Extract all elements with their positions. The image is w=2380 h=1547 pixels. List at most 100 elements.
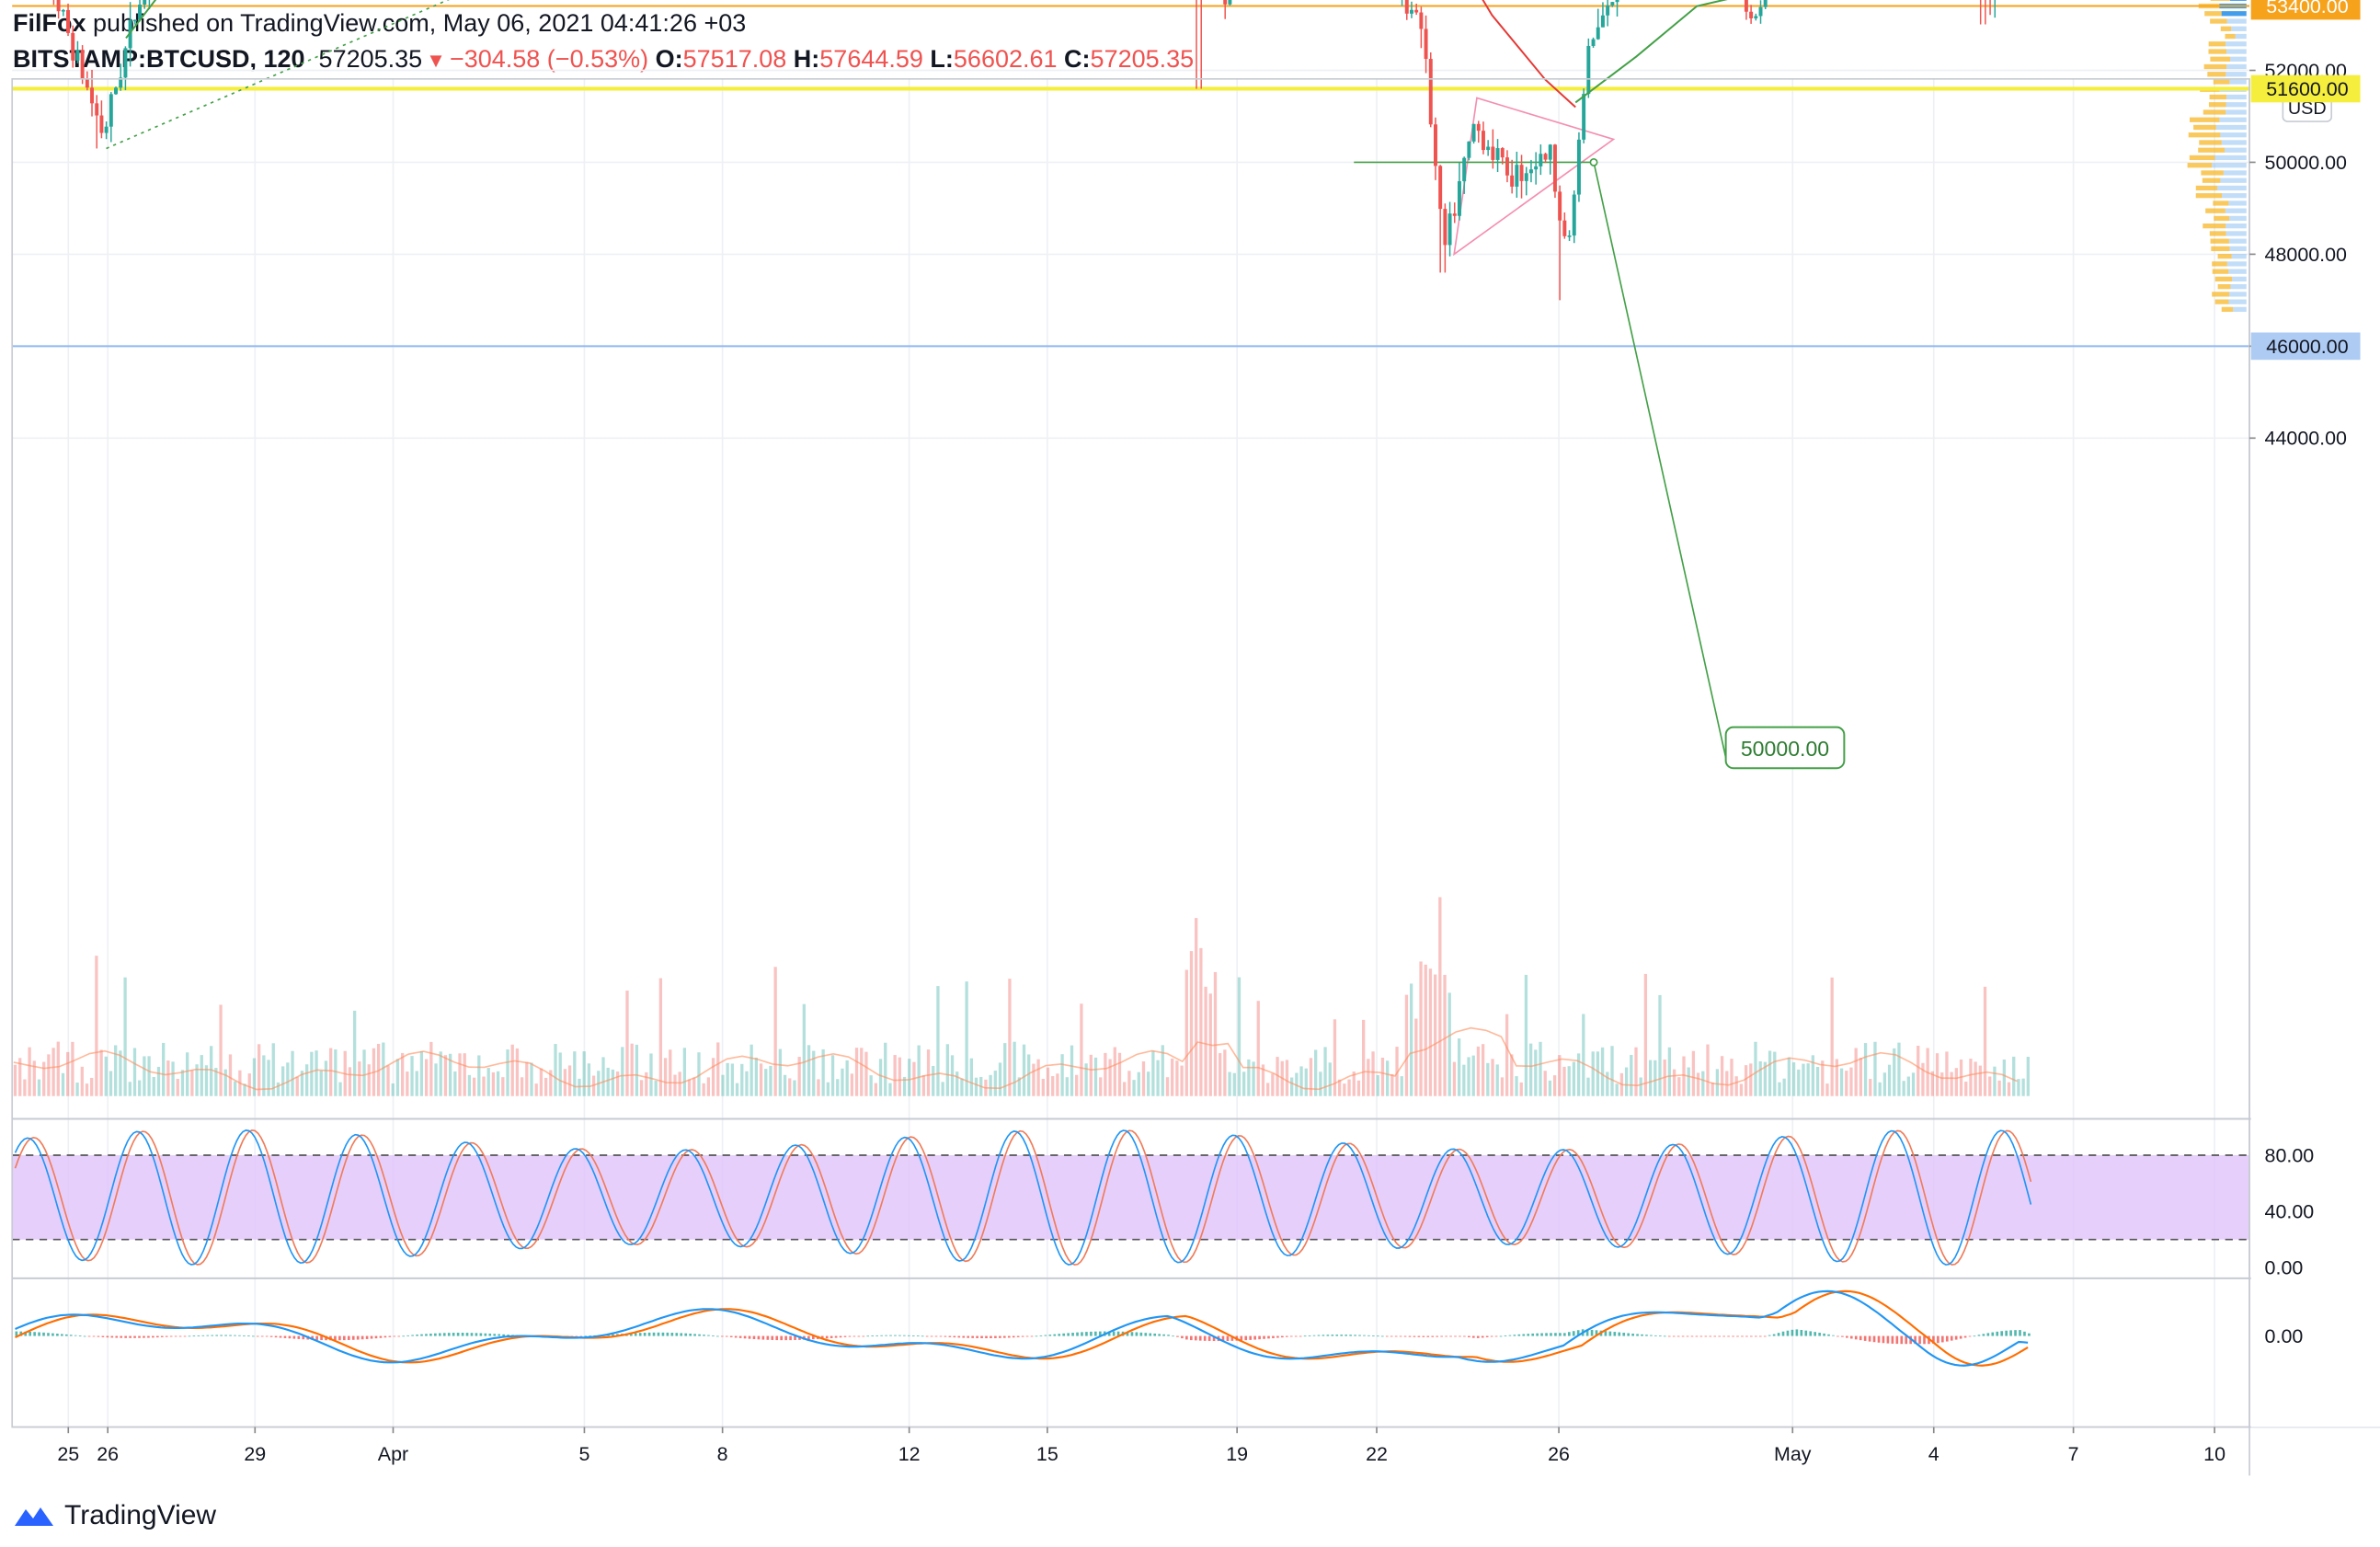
volume-bar <box>573 1051 577 1096</box>
macd-histogram-bar <box>657 1332 660 1336</box>
volume-profile-buy <box>2231 254 2247 259</box>
volume-bar <box>687 1079 692 1096</box>
macd-histogram-bar <box>985 1335 988 1339</box>
volume-bar <box>1319 1071 1322 1096</box>
candle-body <box>66 9 71 33</box>
candle-body <box>1591 39 1596 46</box>
publisher-name[interactable]: FilFox <box>13 9 86 37</box>
macd-histogram-bar <box>1431 1335 1435 1337</box>
volume-bar <box>1921 1062 1925 1096</box>
macd-histogram-bar <box>612 1334 614 1336</box>
macd-histogram-bar <box>1476 1335 1480 1338</box>
volume-bar <box>13 1064 17 1096</box>
volume-bar <box>530 1062 533 1096</box>
volume-bar <box>678 1071 681 1096</box>
volume-bar <box>1567 1066 1571 1096</box>
volume-bar <box>1643 973 1648 1096</box>
volume-bar <box>1677 1077 1681 1096</box>
volume-bar <box>654 1080 658 1096</box>
macd-histogram-bar <box>953 1335 956 1338</box>
candle-body <box>132 19 137 22</box>
macd-histogram-bar <box>1745 1335 1748 1337</box>
volume-bar <box>908 1059 911 1096</box>
tradingview-brand[interactable]: TradingView <box>13 1497 216 1534</box>
macd-histogram-bar <box>2019 1330 2021 1336</box>
macd-histogram-bar <box>1289 1335 1293 1337</box>
volume-bar <box>1524 974 1528 1096</box>
volume-bar <box>1983 986 1987 1096</box>
macd-histogram-bar <box>1303 1335 1307 1337</box>
macd-histogram-bar <box>1781 1331 1785 1336</box>
macd-histogram-bar <box>447 1333 451 1336</box>
symbol-label[interactable]: BITSTAMP:BTCUSD, 120 <box>13 45 305 73</box>
price-axis[interactable]: 66000.0064000.0062000.0060000.0058000.00… <box>2249 0 2380 1427</box>
macd-histogram-bar <box>962 1335 966 1338</box>
volume-profile-buy <box>2219 117 2247 122</box>
macd-histogram-bar <box>794 1335 796 1341</box>
volume-bar <box>171 1061 175 1096</box>
ma-green-line <box>1574 0 1728 104</box>
volume-bar <box>1543 1071 1547 1096</box>
macd-histogram-bar <box>2009 1330 2012 1336</box>
price-label-bg-53400.00[interactable] <box>2250 0 2361 20</box>
volume-bar <box>1754 1041 1757 1096</box>
macd-histogram-bar <box>1849 1335 1853 1339</box>
volume-bar <box>391 1083 395 1096</box>
price-label-bg-46000.00[interactable] <box>2250 332 2361 361</box>
volume-bar <box>2007 1082 2011 1096</box>
volume-profile-buy <box>2212 163 2247 168</box>
macd-histogram-bar <box>1559 1333 1562 1336</box>
macd-histogram-bar <box>1540 1333 1543 1336</box>
time-axis[interactable]: 25 26 29 Apr 5 8 12 15 19 22 26 May 4 7 10 <box>57 1427 2226 1465</box>
volume-bar <box>1758 1060 1762 1096</box>
macd-histogram-bar <box>115 1335 119 1338</box>
volume-bar <box>228 1054 233 1096</box>
volume-bar <box>1371 1051 1375 1096</box>
volume-bar <box>1528 1043 1533 1096</box>
volume-bar <box>37 1079 41 1096</box>
macd-histogram-bar <box>24 1331 28 1336</box>
macd-histogram-bar <box>707 1335 710 1336</box>
price-label-bg-51600.00[interactable] <box>2250 74 2361 103</box>
macd-histogram-bar <box>2005 1330 2008 1336</box>
macd-histogram-bar <box>1002 1335 1006 1338</box>
volume-bar <box>358 1061 361 1096</box>
volume-bar <box>1022 1044 1026 1096</box>
macd-histogram-bar <box>64 1334 68 1336</box>
macd-histogram-bar <box>265 1335 269 1337</box>
time-tick-label: 25 <box>57 1443 79 1465</box>
macd-histogram-bar <box>475 1333 478 1336</box>
volume-profile-buy <box>2223 170 2247 176</box>
macd-histogram-bar <box>1914 1335 1917 1345</box>
macd-histogram-bar <box>452 1333 455 1336</box>
macd-histogram-bar <box>279 1335 282 1338</box>
volume-bar <box>1964 1082 1968 1096</box>
volume-bar <box>793 1080 796 1096</box>
macd-histogram-bar <box>143 1335 145 1338</box>
volume-bar <box>362 1049 366 1096</box>
volume-bar <box>1075 1074 1079 1096</box>
volume-bar <box>324 1060 328 1096</box>
volume-bar <box>1199 947 1203 1096</box>
volume-bar <box>587 1063 591 1096</box>
macd-histogram-bar <box>1112 1331 1116 1336</box>
candle-body <box>1505 157 1509 176</box>
macd-histogram-bar <box>1126 1331 1129 1336</box>
macd-histogram-bar <box>1517 1334 1521 1336</box>
volume-bar <box>1802 1063 1805 1096</box>
macd-histogram-bar <box>1891 1335 1894 1344</box>
macd-histogram-bar <box>498 1334 501 1336</box>
volume-bar <box>1304 1068 1308 1096</box>
volume-bar <box>969 1058 973 1096</box>
macd-histogram-bar <box>766 1335 770 1340</box>
volume-bar <box>1404 994 1409 1096</box>
macd-histogram-bar <box>197 1335 200 1336</box>
macd-histogram-bar <box>1868 1335 1871 1342</box>
volume-bar <box>749 1044 753 1096</box>
macd-histogram-bar <box>1372 1335 1375 1336</box>
ma-red-line <box>1482 0 1576 109</box>
low-label: L: <box>930 45 954 73</box>
macd-histogram-bar <box>1471 1335 1475 1338</box>
macd-histogram-bar <box>434 1333 437 1336</box>
